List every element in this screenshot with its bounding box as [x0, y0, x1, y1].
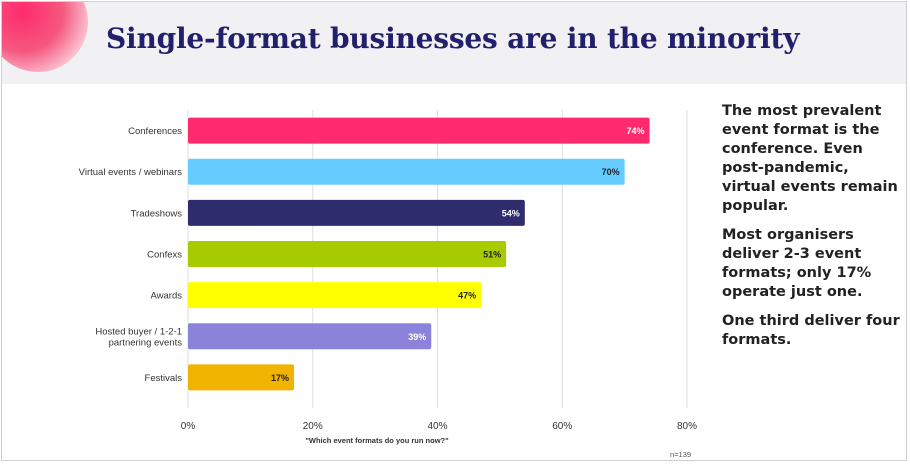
bar-chart: 74% 70% 54% 51% 47% 39% 17% Conferences Virtual…: [79, 110, 697, 459]
commentary-paragraph: The most prevalent event format is the c…: [722, 103, 898, 214]
data-label: 51%: [483, 250, 501, 260]
bar: [188, 282, 482, 309]
data-label: 47%: [458, 291, 476, 301]
commentary-paragraph: One third deliver four formats.: [722, 313, 900, 348]
sample-size-note: n=139: [670, 450, 691, 459]
commentary-panel: The most prevalent event format is the c…: [722, 102, 902, 360]
data-label: 70%: [602, 167, 620, 177]
category-label: Hosted buyer / 1-2-1: [95, 326, 182, 337]
bar: [188, 364, 295, 391]
bar: [188, 323, 432, 350]
x-tick-label: 80%: [677, 421, 697, 432]
x-tick-label: 60%: [552, 421, 572, 432]
bar: [188, 241, 507, 267]
tick-labels: 0% 20% 40% 60% 80%: [181, 421, 697, 432]
bar: [188, 117, 650, 144]
header-band: Single-format businesses are in the mino…: [2, 2, 906, 84]
category-label: Festivals: [145, 373, 183, 384]
data-label: 17%: [271, 373, 289, 383]
category-label: Conferences: [128, 126, 182, 137]
x-tick-label: 20%: [303, 421, 323, 432]
data-label: 74%: [627, 126, 645, 136]
data-label: 54%: [502, 208, 520, 218]
bar: [188, 199, 525, 226]
category-label: Confexs: [147, 250, 182, 261]
x-tick-label: 0%: [181, 421, 196, 432]
category-label: Tradeshows: [131, 208, 183, 219]
bar: [188, 158, 625, 185]
x-axis-label: "Which event formats do you run now?": [305, 436, 449, 445]
category-label: Awards: [150, 291, 182, 302]
x-tick-label: 40%: [427, 421, 447, 432]
commentary-paragraph: Most organisers deliver 2-3 event format…: [722, 227, 872, 300]
brand-blob-graphic: [2, 2, 88, 72]
slide-title: Single-format businesses are in the mino…: [106, 22, 800, 55]
category-label: Virtual events / webinars: [79, 167, 183, 178]
bars: 74% 70% 54% 51% 47% 39% 17%: [188, 117, 650, 391]
data-label: 39%: [408, 332, 426, 342]
category-label: partnering events: [109, 337, 183, 348]
category-labels: Conferences Virtual events / webinars Trad…: [79, 126, 183, 384]
